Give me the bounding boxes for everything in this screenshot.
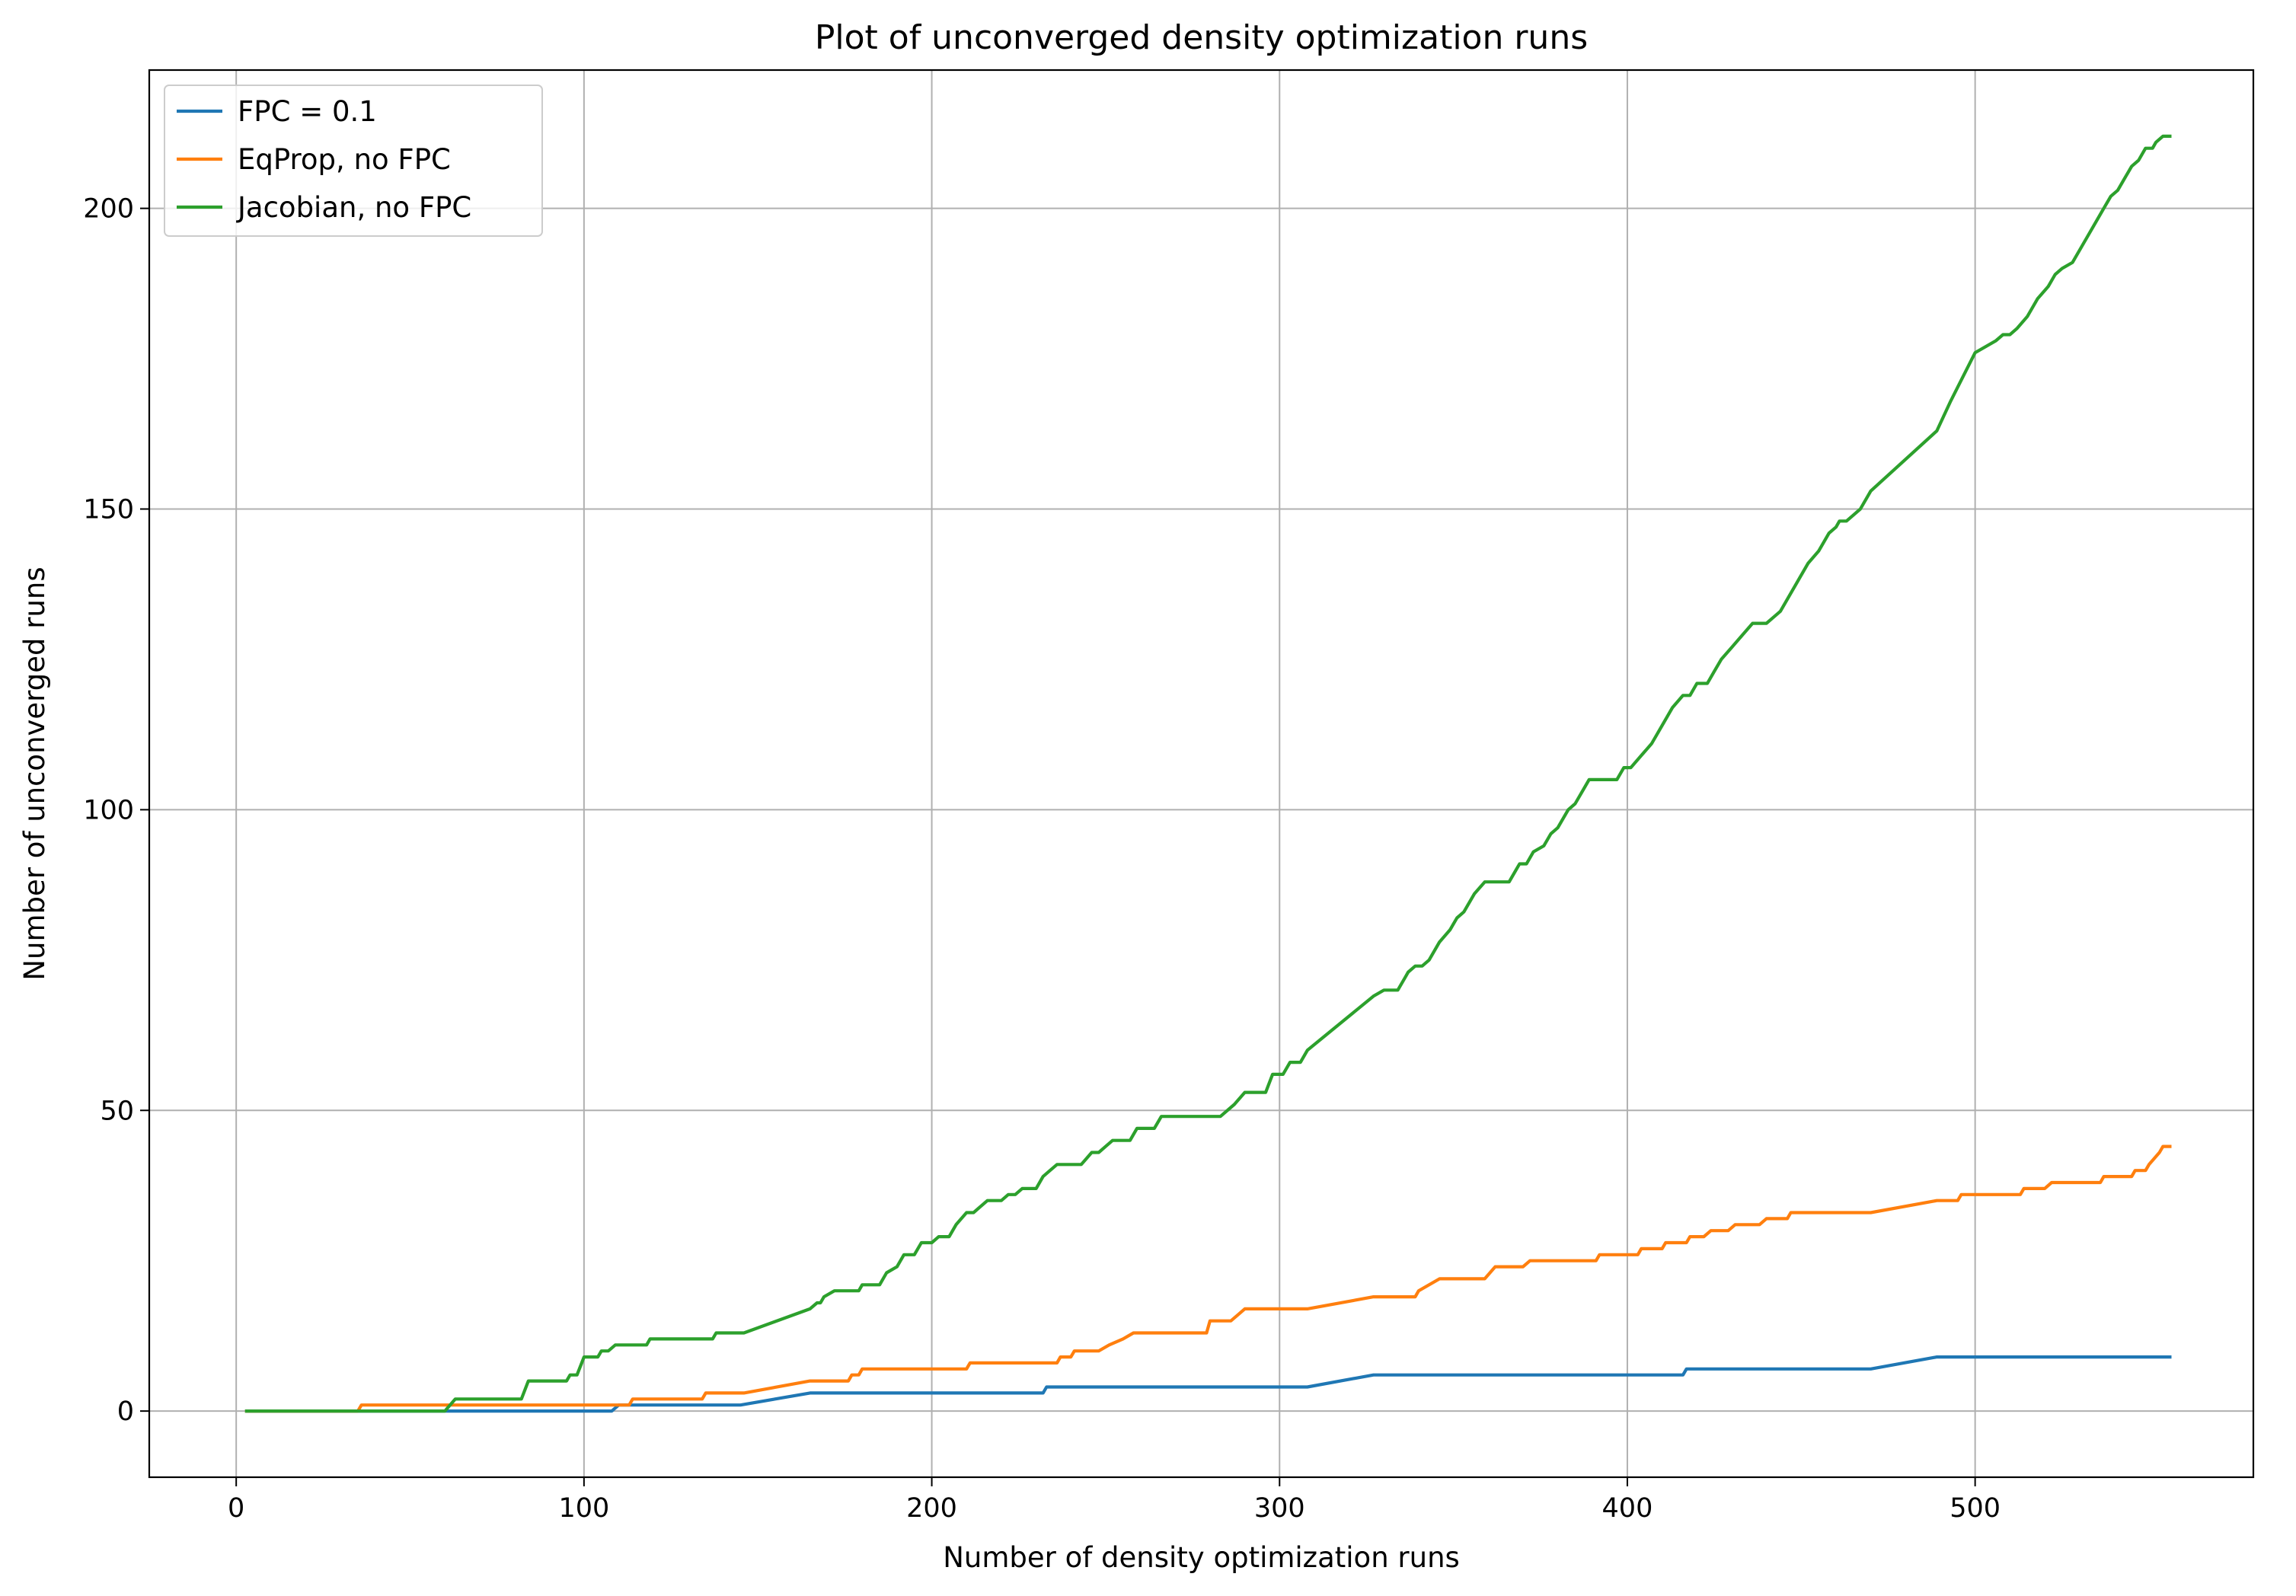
chart-title: Plot of unconverged density optimization… — [815, 18, 1588, 57]
y-tick-label: 200 — [83, 194, 134, 225]
y-axis-label: Number of unconverged runs — [18, 567, 51, 980]
series-line-3 — [244, 134, 2172, 1413]
y-tick-label: 0 — [117, 1396, 134, 1427]
legend-label-3: Jacobian, no FPC — [236, 191, 471, 224]
x-tick-label: 0 — [228, 1493, 244, 1524]
x-axis-label: Number of density optimization runs — [943, 1541, 1460, 1574]
x-tick-label: 200 — [906, 1493, 957, 1524]
ticks: 0 100 200 300 400 500 0 50 100 150 200 — [83, 194, 2001, 1524]
series-line-1 — [244, 1355, 2172, 1413]
legend: FPC = 0.1 EqProp, no FPC Jacobian, no FPC — [164, 85, 543, 237]
y-tick-label: 100 — [83, 795, 134, 825]
legend-label-1: FPC = 0.1 — [238, 95, 377, 128]
series-layer — [244, 134, 2172, 1413]
plot-frame — [148, 69, 2255, 1479]
x-tick-label: 300 — [1254, 1493, 1305, 1524]
series-line-2 — [244, 1144, 2172, 1413]
y-tick-label: 150 — [83, 495, 134, 525]
grid — [149, 70, 2253, 1477]
x-tick-label: 500 — [1950, 1493, 2001, 1524]
legend-label-2: EqProp, no FPC — [238, 143, 451, 176]
y-tick-label: 50 — [100, 1096, 134, 1126]
x-tick-label: 400 — [1602, 1493, 1653, 1524]
legend-box — [164, 85, 543, 237]
x-tick-label: 100 — [558, 1493, 609, 1524]
